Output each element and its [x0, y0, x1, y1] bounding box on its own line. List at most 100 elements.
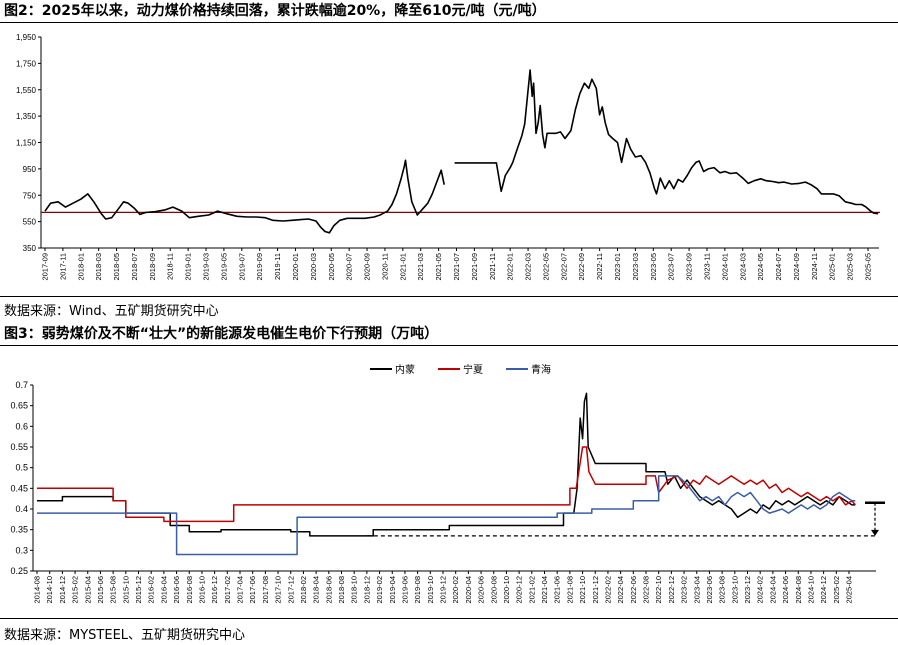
y-tick-label: 1,750 — [16, 59, 37, 68]
y-tick-label: 950 — [23, 165, 37, 174]
y-tick-label: 1,950 — [16, 33, 37, 42]
x-tick-label: 2024-02 — [756, 576, 765, 604]
x-tick-label: 2022-04 — [616, 576, 625, 604]
x-tick-label: 2021-12 — [591, 576, 600, 604]
coal-price-chart: 350 550 750 950 1,150 1,350 1,550 1,750 1,950 201… — [16, 33, 880, 281]
y-tick-label: 0.25 — [10, 566, 28, 576]
x-tick-label: 2014-08 — [33, 576, 42, 604]
x-tick-label: 2019-04 — [388, 576, 397, 604]
x-tick-label: 2015-10 — [121, 576, 130, 604]
x-tick-label: 2018-07 — [130, 253, 139, 281]
x-tick-label: 2016-04 — [159, 576, 168, 604]
y-tick-label: 550 — [23, 218, 37, 227]
x-tick-label: 2025-05 — [864, 253, 873, 281]
x-tick-label: 2025-01 — [828, 253, 837, 281]
x-tick-label: 2015-12 — [134, 576, 143, 604]
figure3-source: 数据来源：MYSTEEL、五矿期货研究中心 — [4, 628, 246, 643]
x-tick-label: 2019-06 — [400, 576, 409, 604]
x-tick-label: 2019-10 — [426, 576, 435, 604]
x-tick-label: 2021-03 — [416, 253, 425, 281]
x-tick-label: 2023-04 — [692, 576, 701, 604]
x-tick-label: 2024-05 — [756, 253, 765, 281]
x-tick-label: 2021-09 — [470, 253, 479, 281]
x-tick-label: 2019-03 — [202, 253, 211, 281]
x-tick-label: 2018-08 — [337, 576, 346, 604]
x-tick-label: 2016-12 — [210, 576, 219, 604]
x-tick-label: 2016-10 — [197, 576, 206, 604]
x-tick-label: 2019-09 — [255, 253, 264, 281]
x-tick-label: 2018-01 — [76, 253, 85, 281]
y-tick-label: 0.4 — [15, 504, 28, 514]
x-tick-label: 2023-07 — [667, 253, 676, 281]
x-tick-label: 2021-10 — [578, 576, 587, 604]
figure3-title-rule — [0, 345, 898, 346]
x-tick-label: 2017-10 — [274, 576, 283, 604]
figure2-source: 数据来源：Wind、五矿期货研究中心 — [4, 304, 219, 319]
x-tick-label: 2017-11 — [58, 253, 67, 280]
x-tick-label: 2021-06 — [553, 576, 562, 604]
x-tick-label: 2016-06 — [172, 576, 181, 604]
y-tick-label: 0.7 — [15, 380, 28, 390]
x-tick-label: 2019-12 — [439, 576, 448, 604]
x-tick-label: 2025-04 — [845, 576, 854, 604]
x-tick-label: 2022-01 — [506, 253, 515, 281]
x-tick-label: 2020-03 — [309, 253, 318, 281]
x-tick-label: 2018-03 — [94, 253, 103, 281]
x-tick-label: 2021-02 — [527, 576, 536, 604]
x-tick-label: 2024-07 — [774, 253, 783, 281]
x-tick-label: 2022-10 — [654, 576, 663, 604]
x-tick-label: 2020-12 — [515, 576, 524, 604]
x-tick-label: 2015-06 — [96, 576, 105, 604]
x-tick-label: 2019-07 — [237, 253, 246, 281]
x-tick-label: 2016-02 — [147, 576, 156, 604]
x-tick-label: 2017-08 — [261, 576, 270, 604]
x-tick-label: 2025-03 — [846, 253, 855, 281]
figure2-title-rule — [0, 22, 898, 23]
series-line-s0 — [454, 69, 879, 215]
x-tick-label: 2020-06 — [477, 576, 486, 604]
legend-label: 内蒙 — [395, 363, 415, 376]
x-tick-label: 2018-12 — [362, 576, 371, 604]
x-tick-label: 2019-11 — [273, 253, 282, 280]
x-tick-label: 2023-01 — [613, 253, 622, 281]
x-tick-label: 2018-09 — [148, 253, 157, 281]
x-tick-label: 2021-04 — [540, 576, 549, 604]
series-line-内蒙 — [37, 392, 856, 537]
x-tick-label: 2023-06 — [705, 576, 714, 604]
x-tick-label: 2024-01 — [720, 253, 729, 281]
series-line-宁夏 — [37, 446, 856, 523]
x-tick-label: 2024-09 — [792, 253, 801, 281]
y-tick-label: 0.5 — [15, 463, 28, 473]
x-tick-label: 2014-12 — [58, 576, 67, 604]
x-tick-label: 2024-06 — [781, 576, 790, 604]
x-tick-label: 2018-06 — [324, 576, 333, 604]
x-tick-label: 2022-03 — [524, 253, 533, 281]
figure2-title: 图2：2025年以来，动力煤价格持续回落，累计跌幅逾20%，降至610元/吨（元… — [4, 3, 546, 19]
x-tick-label: 2017-06 — [248, 576, 257, 604]
x-tick-label: 2021-01 — [398, 253, 407, 281]
x-tick-label: 2019-05 — [219, 253, 228, 281]
x-tick-label: 2018-04 — [312, 576, 321, 604]
x-tick-label: 2023-11 — [702, 253, 711, 280]
y-tick-label: 1,150 — [16, 139, 37, 148]
series-line-青海 — [37, 475, 856, 556]
x-tick-label: 2016-08 — [185, 576, 194, 604]
x-tick-label: 2017-04 — [236, 576, 245, 604]
y-tick-label: 1,550 — [16, 86, 37, 95]
x-tick-label: 2018-02 — [299, 576, 308, 604]
x-tick-label: 2022-12 — [667, 576, 676, 604]
x-tick-label: 2021-08 — [565, 576, 574, 604]
y-tick-label: 0.6 — [15, 421, 28, 431]
x-tick-label: 2021-07 — [452, 253, 461, 281]
x-tick-label: 2023-08 — [718, 576, 727, 604]
y-tick-label: 0.45 — [10, 483, 28, 493]
x-tick-label: 2024-10 — [806, 576, 815, 604]
x-tick-label: 2022-02 — [603, 576, 612, 604]
x-tick-label: 2020-09 — [363, 253, 372, 281]
x-tick-label: 2023-02 — [680, 576, 689, 604]
x-tick-label: 2023-09 — [685, 253, 694, 281]
x-tick-label: 2021-05 — [434, 253, 443, 281]
x-tick-label: 2020-01 — [291, 253, 300, 281]
x-tick-label: 2020-07 — [345, 253, 354, 281]
x-tick-label: 2015-04 — [83, 576, 92, 604]
